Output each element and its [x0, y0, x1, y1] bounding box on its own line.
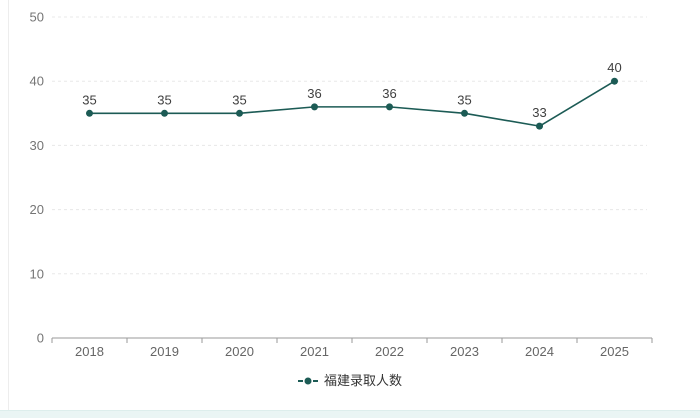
x-axis-category-label: 2022 — [375, 344, 404, 359]
series-line — [89, 80, 615, 127]
data-point[interactable] — [311, 103, 318, 111]
legend-line-marker-icon — [297, 377, 318, 385]
x-axis-category-label: 2023 — [450, 344, 479, 359]
y-axis-tick-label: 10 — [30, 266, 44, 281]
data-point-label: 36 — [307, 86, 321, 101]
data-point-label: 35 — [82, 92, 96, 107]
data-point-label: 35 — [457, 92, 471, 107]
data-point[interactable] — [611, 77, 618, 85]
x-axis-category-label: 2018 — [75, 344, 104, 359]
chart-plot-area: 0 10 20 30 40 50 2018 2019 2020 2021 2022 2023 2024 2… — [30, 10, 653, 359]
left-border-line — [8, 0, 9, 410]
data-point[interactable] — [536, 122, 543, 130]
data-point[interactable] — [461, 109, 468, 117]
data-point[interactable] — [236, 109, 243, 117]
data-point-label: 33 — [532, 105, 546, 120]
data-point-label: 36 — [382, 86, 396, 101]
data-point-label: 35 — [232, 92, 246, 107]
x-axis-category-label: 2021 — [300, 344, 329, 359]
data-point[interactable] — [386, 103, 393, 111]
y-axis-tick-label: 30 — [30, 138, 44, 153]
y-axis-tick-label: 20 — [30, 202, 44, 217]
data-point-label: 40 — [607, 60, 621, 75]
y-axis-tick-label: 50 — [30, 10, 44, 25]
x-axis-category-label: 2020 — [225, 344, 254, 359]
x-axis-category-label: 2019 — [150, 344, 179, 359]
data-point[interactable] — [161, 109, 168, 117]
legend-label: 福建录取人数 — [323, 373, 402, 388]
bottom-strip — [0, 410, 700, 418]
legend[interactable]: 福建录取人数 — [0, 372, 700, 390]
y-axis-tick-label: 40 — [30, 74, 44, 89]
y-axis-tick-label: 0 — [37, 331, 44, 346]
data-point[interactable] — [86, 109, 93, 117]
x-axis-category-label: 2025 — [600, 344, 629, 359]
data-point-label: 35 — [157, 92, 171, 107]
x-axis-category-label: 2024 — [525, 344, 554, 359]
